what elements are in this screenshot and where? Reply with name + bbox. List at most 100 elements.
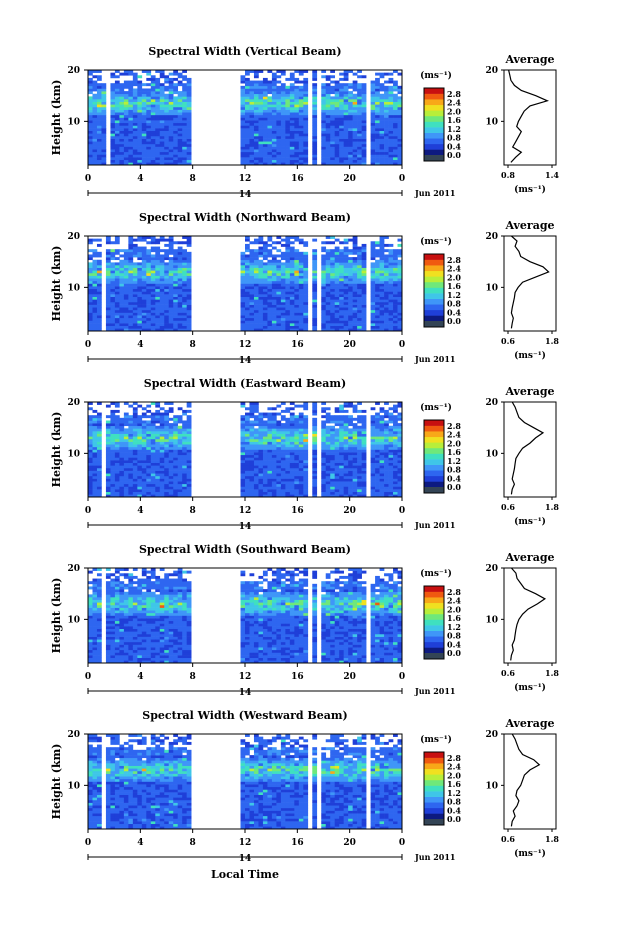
- heatmap-cell: [123, 296, 129, 300]
- heatmap-cell: [312, 301, 318, 305]
- heatmap-cell: [168, 283, 174, 287]
- heatmap-cell: [289, 420, 295, 424]
- heatmap-cell: [105, 467, 111, 471]
- heatmap-cell: [258, 241, 264, 245]
- heatmap-cell: [186, 491, 192, 495]
- heatmap-cell: [258, 141, 264, 145]
- heatmap-cell: [375, 85, 380, 89]
- heatmap-cell: [155, 483, 161, 487]
- colorbar-segment: [424, 270, 444, 277]
- heatmap-cell: [173, 83, 179, 87]
- heatmap-cell: [159, 286, 165, 290]
- heatmap-cell: [393, 267, 398, 271]
- heatmap-cell: [267, 259, 273, 263]
- heatmap-cell: [119, 467, 125, 471]
- heatmap-cell: [303, 462, 309, 466]
- heatmap-cell: [393, 149, 398, 153]
- heatmap-cell: [375, 275, 380, 279]
- heatmap-cell: [123, 320, 129, 324]
- heatmap-cell: [177, 280, 183, 284]
- heatmap-cell: [132, 249, 138, 253]
- heatmap-cell: [289, 117, 295, 121]
- heatmap-cell: [159, 431, 165, 434]
- heatmap-cell: [280, 143, 286, 147]
- heatmap-cell: [370, 109, 376, 113]
- heatmap-cell: [240, 93, 246, 97]
- heatmap-cell: [379, 312, 385, 316]
- heatmap-cell: [110, 409, 116, 413]
- heatmap-cell: [379, 286, 385, 290]
- heatmap-cell: [182, 328, 187, 332]
- heatmap-cell: [388, 301, 394, 305]
- heatmap-cell: [388, 93, 394, 97]
- heatmap-cell: [114, 159, 120, 163]
- heatmap-cell: [262, 146, 268, 150]
- heatmap-cell: [249, 307, 255, 311]
- heatmap-cell: [370, 106, 376, 110]
- heatmap-cell: [267, 88, 273, 92]
- heatmap-cell: [262, 106, 268, 110]
- heatmap-cell: [128, 72, 134, 76]
- heatmap-cell: [357, 112, 362, 116]
- heatmap-cell: [240, 481, 246, 485]
- heatmap-cell: [312, 151, 318, 155]
- heatmap-cell: [330, 117, 336, 121]
- heatmap-cell: [177, 462, 183, 466]
- heatmap-cell: [393, 88, 398, 92]
- heatmap-cell: [280, 267, 286, 271]
- heatmap-cell: [249, 70, 255, 73]
- heatmap-cell: [88, 162, 93, 166]
- heatmap-cell: [240, 154, 246, 158]
- heatmap-cell: [150, 467, 156, 471]
- heatmap-cell: [271, 481, 277, 485]
- heatmap-cell: [312, 149, 318, 153]
- heatmap-cell: [137, 452, 143, 456]
- heatmap-cell: [294, 128, 300, 131]
- heatmap-cell: [137, 307, 143, 311]
- heatmap-cell: [119, 272, 125, 276]
- heatmap-cell: [137, 93, 143, 97]
- heatmap-cell: [177, 106, 183, 110]
- heatmap-cell: [132, 491, 138, 495]
- x-tick-label: 4: [137, 174, 143, 184]
- heatmap-cell: [393, 296, 398, 300]
- heatmap-cell: [361, 309, 367, 313]
- heatmap-cell: [388, 157, 394, 161]
- heatmap-cell: [388, 254, 394, 258]
- heatmap-cell: [186, 438, 192, 442]
- heatmap-cell: [150, 433, 156, 437]
- heatmap-cell: [128, 309, 134, 313]
- heatmap-cell: [159, 117, 165, 121]
- heatmap-cell: [168, 325, 174, 329]
- heatmap-cell: [159, 106, 165, 110]
- heatmap-cell: [312, 157, 318, 161]
- heatmap-cell: [334, 265, 340, 268]
- heatmap-cell: [370, 128, 376, 131]
- heatmap-cell: [325, 265, 331, 268]
- heatmap-cell: [88, 114, 93, 118]
- heatmap-cell: [123, 157, 129, 161]
- heatmap-cell: [92, 417, 98, 421]
- heatmap-cell: [119, 441, 125, 445]
- heatmap-cell: [155, 438, 161, 442]
- heatmap-cell: [285, 141, 291, 145]
- heatmap-cell: [280, 478, 286, 482]
- heatmap-cell: [249, 320, 255, 324]
- heatmap-cell: [159, 104, 165, 108]
- heatmap-cell: [298, 491, 304, 495]
- heatmap-cell: [150, 446, 156, 450]
- heatmap-cell: [164, 296, 170, 300]
- heatmap-cell: [168, 431, 174, 434]
- heatmap-cell: [123, 278, 129, 282]
- heatmap-cell: [267, 254, 273, 258]
- heatmap-cell: [280, 438, 286, 442]
- heatmap-cell: [258, 88, 264, 92]
- heatmap-cell: [339, 272, 344, 276]
- heatmap-cell: [150, 109, 156, 113]
- heatmap-cell: [146, 441, 152, 445]
- heatmap-cell: [96, 465, 102, 469]
- heatmap-cell: [240, 254, 246, 258]
- heatmap-cell: [164, 491, 170, 495]
- heatmap-cell: [164, 320, 170, 324]
- heatmap-cell: [245, 159, 250, 163]
